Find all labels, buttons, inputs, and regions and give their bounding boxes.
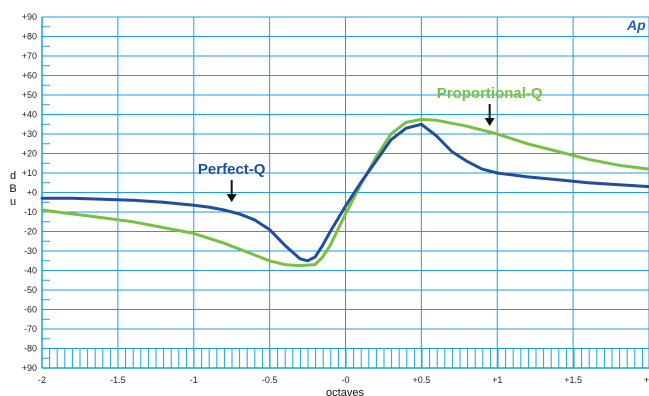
series-line-perfect — [40, 122, 649, 263]
y-tick-label: +0 — [27, 188, 37, 198]
x-tick-label: -1.5 — [110, 375, 126, 385]
y-tick-label: -80 — [24, 344, 37, 354]
x-tick-label: -0.5 — [262, 375, 278, 385]
y-tick-label: -40 — [24, 266, 37, 276]
y-tick-label: +30 — [22, 129, 37, 139]
y-tick-label: +90 — [22, 363, 37, 373]
grid — [41, 16, 649, 369]
y-tick-label: +20 — [22, 149, 37, 159]
x-tick-label: +1.5 — [564, 375, 582, 385]
y-tick-label: -70 — [24, 324, 37, 334]
annotation-label-perfect: Perfect-Q — [198, 161, 266, 178]
y-tick-label: -30 — [24, 246, 37, 256]
x-tick-label: -2 — [38, 375, 46, 385]
y-axis-label-char: B — [9, 183, 16, 195]
x-axis-label: octaves — [326, 387, 364, 396]
x-tick-label: -0 — [341, 375, 349, 385]
y-axis-label-char: d — [10, 170, 16, 182]
x-tick-label: +0.5 — [412, 375, 430, 385]
y-tick-label: -20 — [24, 227, 37, 237]
brand-logo-text: Ap — [626, 17, 646, 33]
y-tick-label: +70 — [22, 51, 37, 61]
series-lines — [40, 117, 649, 268]
x-tick-label: +2 — [644, 375, 649, 385]
y-axis-label-char: u — [10, 196, 16, 208]
series-line-proportional — [40, 117, 649, 268]
annotations: Perfect-Q Proportional-Q — [198, 85, 543, 203]
x-tick-label: +1 — [492, 375, 502, 385]
y-tick-label: +80 — [22, 32, 37, 42]
y-axis-ticks: +90 +80 +70 +60 +50 +40 +30 +20 +10 +0 -10 -20 -30 -4… — [22, 12, 37, 373]
x-tick-label: -1 — [190, 375, 198, 385]
annotation-label-proportional: Proportional-Q — [437, 85, 543, 102]
y-tick-label: -50 — [24, 285, 37, 295]
annotation-arrow-head — [484, 118, 495, 127]
y-tick-label: +60 — [22, 71, 37, 81]
y-axis-label: dBu — [9, 170, 16, 208]
y-tick-label: -10 — [24, 207, 37, 217]
x-axis-ticks: -2 -1.5 -1 -0.5 -0 +0.5 +1 +1.5 +2 — [38, 375, 649, 385]
y-tick-label: +10 — [22, 168, 37, 178]
annotation-arrow-head — [226, 194, 237, 203]
y-tick-label: -60 — [24, 305, 37, 315]
y-tick-label: +40 — [22, 110, 37, 120]
y-tick-label: +50 — [22, 90, 37, 100]
y-tick-label: +90 — [22, 12, 37, 22]
